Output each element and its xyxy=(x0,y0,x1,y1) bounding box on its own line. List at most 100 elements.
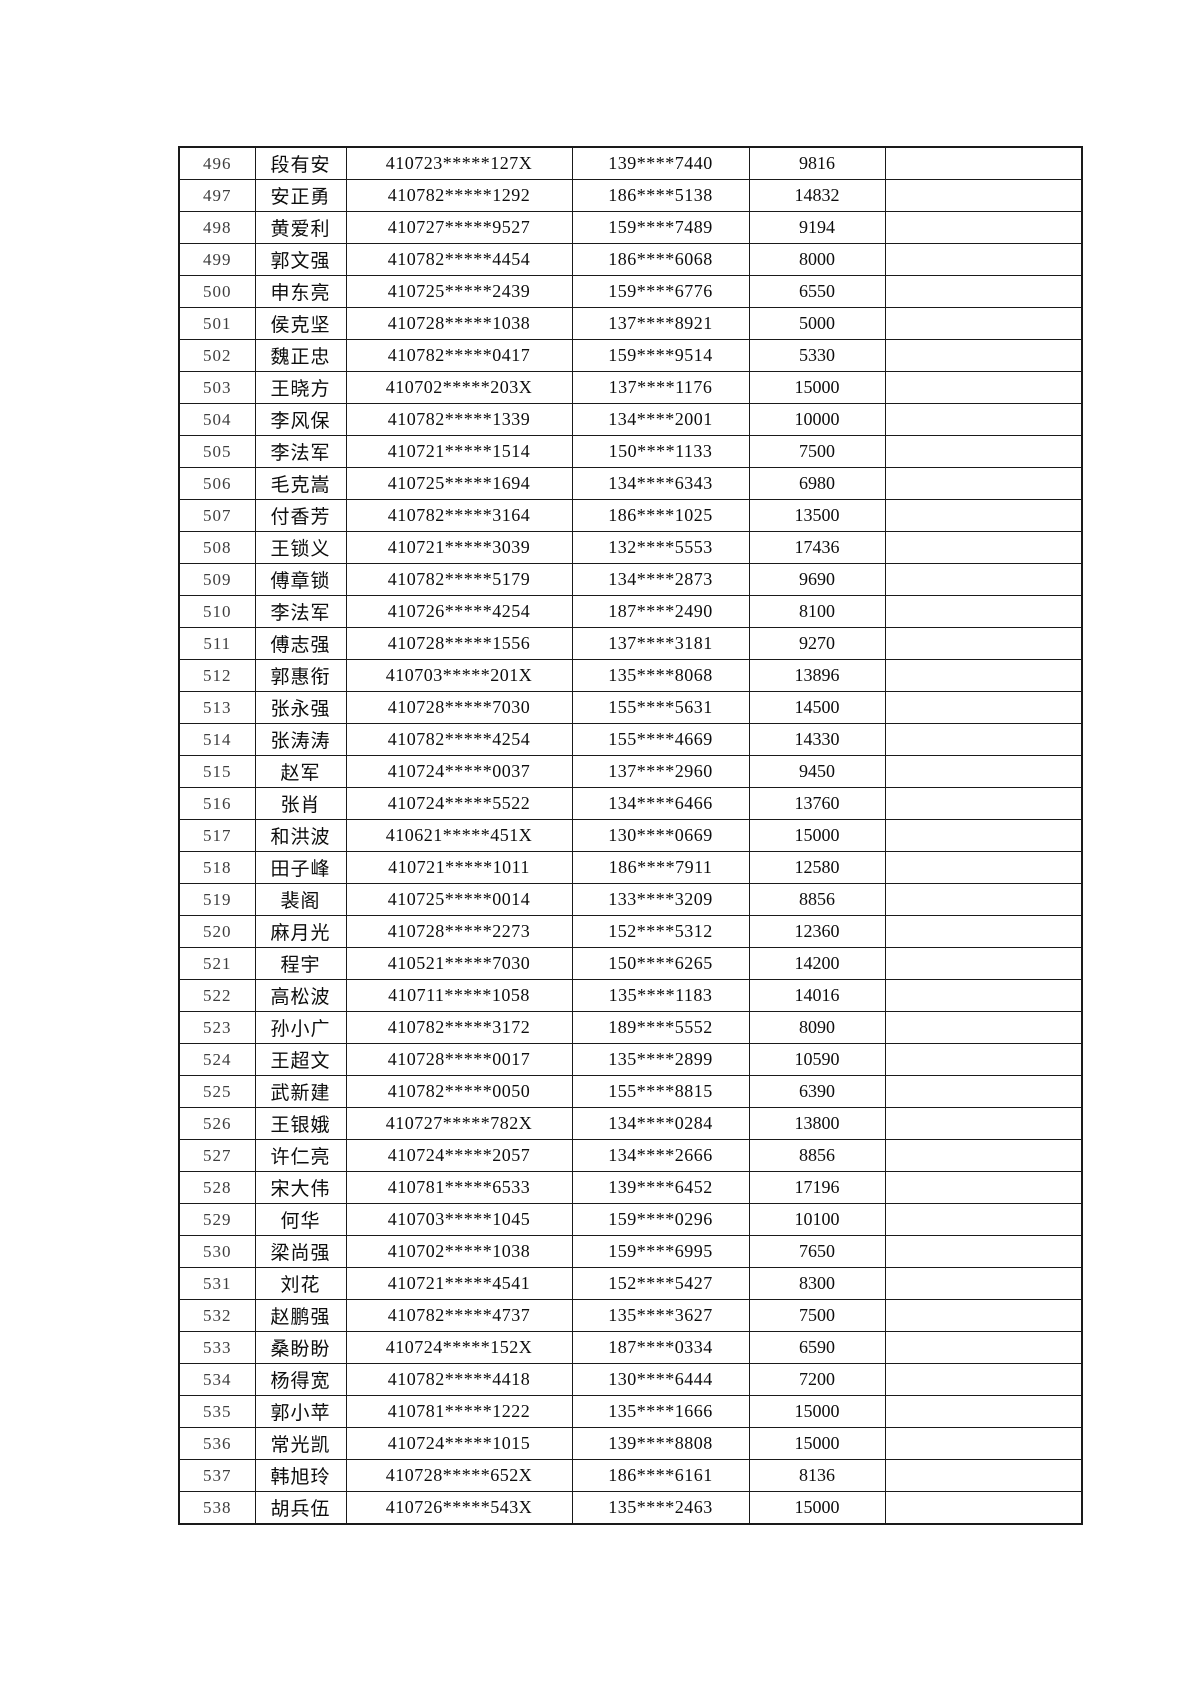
table-cell-id_number: 410782*****3172 xyxy=(345,1011,573,1044)
table-cell-phone: 130****6444 xyxy=(571,1363,750,1396)
table-row: 526 王银娥 410727*****782X 134****0284 13800 xyxy=(178,1107,1083,1140)
table-cell-phone: 186****6068 xyxy=(571,243,750,276)
table-cell-name: 王超文 xyxy=(254,1043,347,1076)
table-cell-phone: 134****6343 xyxy=(571,467,750,500)
table-cell-notes xyxy=(884,1139,1083,1172)
table-cell-amount: 9450 xyxy=(748,755,886,788)
table-cell-phone: 135****8068 xyxy=(571,659,750,692)
table-cell-notes xyxy=(884,243,1083,276)
table-cell-index: 500 xyxy=(178,275,256,308)
table-cell-phone: 139****8808 xyxy=(571,1427,750,1460)
table-cell-index: 520 xyxy=(178,915,256,948)
table-cell-id_number: 410724*****152X xyxy=(345,1331,573,1364)
table-cell-amount: 9816 xyxy=(748,146,886,180)
table-row: 513 张永强 410728*****7030 155****5631 14500 xyxy=(178,691,1083,724)
table-cell-name: 魏正忠 xyxy=(254,339,347,372)
table-cell-notes xyxy=(884,211,1083,244)
table-cell-name: 侯克坚 xyxy=(254,307,347,340)
table-cell-id_number: 410724*****5522 xyxy=(345,787,573,820)
table-cell-name: 韩旭玲 xyxy=(254,1459,347,1492)
table-cell-amount: 8100 xyxy=(748,595,886,628)
table-cell-notes xyxy=(884,275,1083,308)
table-cell-amount: 8856 xyxy=(748,1139,886,1172)
table-cell-name: 田子峰 xyxy=(254,851,347,884)
table-cell-index: 532 xyxy=(178,1299,256,1332)
table-cell-phone: 186****7911 xyxy=(571,851,750,884)
table-cell-name: 段有安 xyxy=(254,146,347,180)
table-cell-id_number: 410725*****2439 xyxy=(345,275,573,308)
table-cell-notes xyxy=(884,979,1083,1012)
table-cell-amount: 6550 xyxy=(748,275,886,308)
table-cell-amount: 8136 xyxy=(748,1459,886,1492)
table-cell-id_number: 410782*****1292 xyxy=(345,179,573,212)
table-cell-notes xyxy=(884,755,1083,788)
table-cell-notes xyxy=(884,819,1083,852)
table-row: 534 杨得宽 410782*****4418 130****6444 7200 xyxy=(178,1363,1083,1396)
table-cell-id_number: 410782*****4454 xyxy=(345,243,573,276)
table-row: 528 宋大伟 410781*****6533 139****6452 17196 xyxy=(178,1171,1083,1204)
table-cell-index: 498 xyxy=(178,211,256,244)
table-cell-id_number: 410621*****451X xyxy=(345,819,573,852)
table-cell-index: 529 xyxy=(178,1203,256,1236)
table-cell-id_number: 410702*****203X xyxy=(345,371,573,404)
table-cell-name: 何华 xyxy=(254,1203,347,1236)
table-cell-id_number: 410703*****201X xyxy=(345,659,573,692)
table-cell-phone: 134****2873 xyxy=(571,563,750,596)
table-row: 507 付香芳 410782*****3164 186****1025 13500 xyxy=(178,499,1083,532)
table-cell-notes xyxy=(884,1363,1083,1396)
table-cell-phone: 150****6265 xyxy=(571,947,750,980)
table-cell-amount: 14330 xyxy=(748,723,886,756)
table-row: 522 高松波 410711*****1058 135****1183 14016 xyxy=(178,979,1083,1012)
table-cell-amount: 8000 xyxy=(748,243,886,276)
table-cell-name: 申东亮 xyxy=(254,275,347,308)
table-cell-amount: 10000 xyxy=(748,403,886,436)
table-cell-phone: 159****0296 xyxy=(571,1203,750,1236)
table-cell-phone: 133****3209 xyxy=(571,883,750,916)
table-cell-phone: 159****6995 xyxy=(571,1235,750,1268)
table-cell-phone: 130****0669 xyxy=(571,819,750,852)
table-row: 517 和洪波 410621*****451X 130****0669 15000 xyxy=(178,819,1083,852)
table-cell-index: 528 xyxy=(178,1171,256,1204)
table-row: 525 武新建 410782*****0050 155****8815 6390 xyxy=(178,1075,1083,1108)
table-cell-phone: 137****2960 xyxy=(571,755,750,788)
table-row: 535 郭小苹 410781*****1222 135****1666 15000 xyxy=(178,1395,1083,1428)
table-cell-index: 497 xyxy=(178,179,256,212)
table-cell-amount: 7200 xyxy=(748,1363,886,1396)
table-cell-index: 507 xyxy=(178,499,256,532)
table-cell-notes xyxy=(884,1235,1083,1268)
table-cell-id_number: 410702*****1038 xyxy=(345,1235,573,1268)
table-cell-amount: 9690 xyxy=(748,563,886,596)
table-cell-index: 518 xyxy=(178,851,256,884)
table-cell-index: 516 xyxy=(178,787,256,820)
table-cell-amount: 15000 xyxy=(748,371,886,404)
table-cell-notes xyxy=(884,1491,1083,1525)
table-cell-name: 胡兵伍 xyxy=(254,1491,347,1525)
table-cell-index: 501 xyxy=(178,307,256,340)
table-cell-index: 534 xyxy=(178,1363,256,1396)
table-cell-amount: 9270 xyxy=(748,627,886,660)
table-cell-id_number: 410521*****7030 xyxy=(345,947,573,980)
table-row: 504 李风保 410782*****1339 134****2001 10000 xyxy=(178,403,1083,436)
table-cell-id_number: 410721*****1011 xyxy=(345,851,573,884)
table-row: 505 李法军 410721*****1514 150****1133 7500 xyxy=(178,435,1083,468)
table-cell-id_number: 410728*****652X xyxy=(345,1459,573,1492)
table-cell-notes xyxy=(884,1395,1083,1428)
table-cell-index: 531 xyxy=(178,1267,256,1300)
table-cell-index: 504 xyxy=(178,403,256,436)
table-cell-name: 孙小广 xyxy=(254,1011,347,1044)
table-cell-id_number: 410782*****0050 xyxy=(345,1075,573,1108)
table-cell-id_number: 410728*****0017 xyxy=(345,1043,573,1076)
table-cell-phone: 155****5631 xyxy=(571,691,750,724)
table-cell-name: 安正勇 xyxy=(254,179,347,212)
table-cell-index: 527 xyxy=(178,1139,256,1172)
table-row: 508 王锁义 410721*****3039 132****5553 17436 xyxy=(178,531,1083,564)
table-cell-phone: 139****7440 xyxy=(571,146,750,180)
table-cell-name: 付香芳 xyxy=(254,499,347,532)
table-cell-name: 张涛涛 xyxy=(254,723,347,756)
table-cell-id_number: 410728*****7030 xyxy=(345,691,573,724)
table-row: 537 韩旭玲 410728*****652X 186****6161 8136 xyxy=(178,1459,1083,1492)
table-cell-amount: 8090 xyxy=(748,1011,886,1044)
table-cell-index: 502 xyxy=(178,339,256,372)
table-cell-index: 506 xyxy=(178,467,256,500)
table-cell-amount: 10100 xyxy=(748,1203,886,1236)
